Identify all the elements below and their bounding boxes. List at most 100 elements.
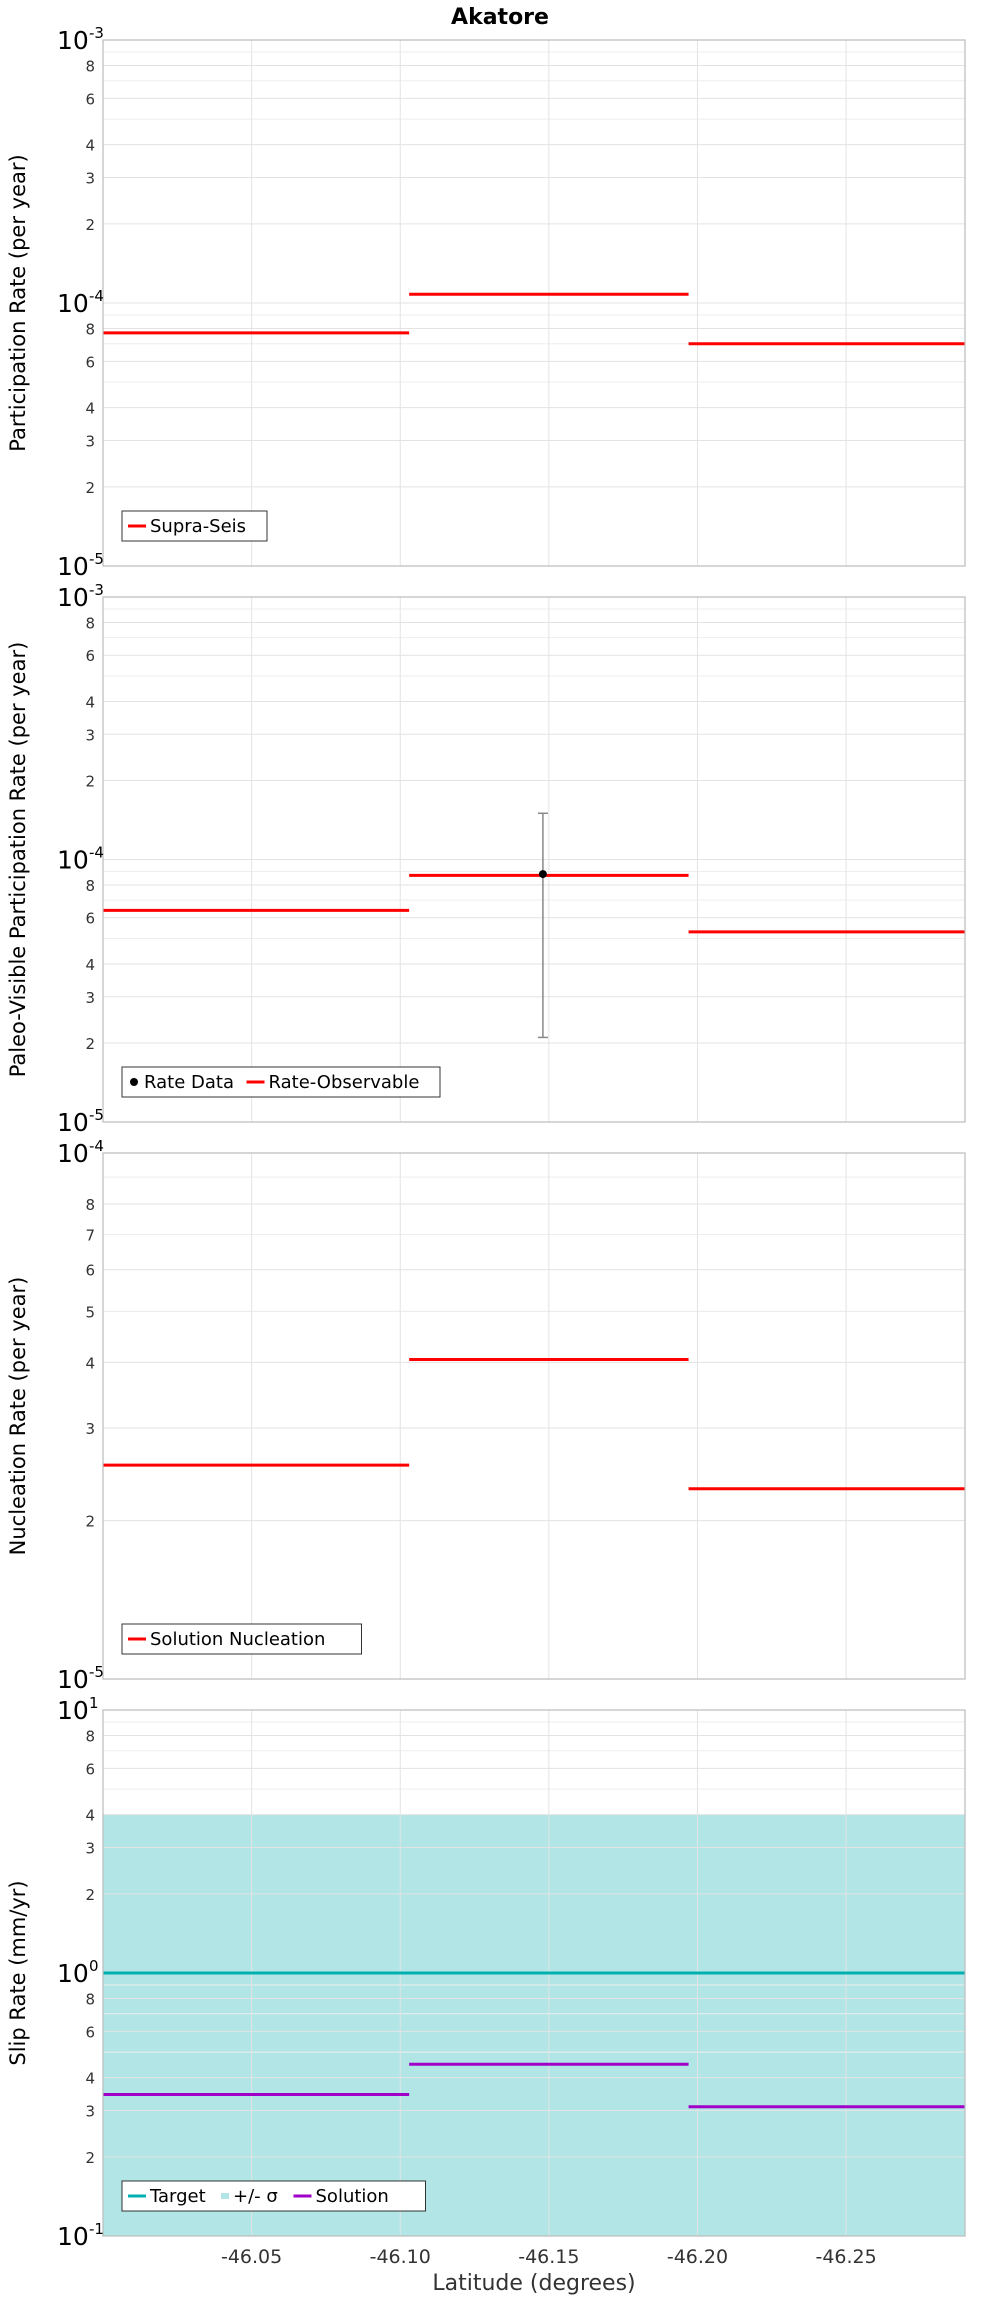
plot-frame — [102, 39, 966, 567]
y-tick-label: 8 — [85, 614, 95, 632]
legend: Solution Nucleation — [121, 1623, 362, 1655]
y-decade-label: 10 — [57, 1139, 89, 1168]
y-tick-label: 3 — [85, 433, 95, 451]
y-decade-exponent: -3 — [89, 24, 104, 42]
sigma-band — [103, 1814, 965, 2236]
y-decade-label: 10 — [57, 846, 89, 875]
y-decade-label: 10 — [57, 552, 89, 581]
legend-box — [121, 510, 268, 542]
y-decade-label: 10 — [57, 1665, 89, 1694]
y-decade-exponent: -5 — [89, 1663, 104, 1681]
y-decade-exponent: -4 — [89, 287, 104, 305]
y-tick-label: 4 — [85, 1807, 95, 1825]
y-decade-exponent: -5 — [89, 550, 104, 568]
y-decade-exponent: 1 — [89, 1694, 99, 1712]
y-tick-label: 2 — [85, 216, 95, 234]
x-axis: -46.05 -46.10 -46.15 -46.20 -46.25 — [221, 2246, 877, 2268]
chart-title: Akatore — [451, 5, 549, 30]
y-decade-exponent: -4 — [89, 1137, 104, 1155]
plot-area — [103, 1153, 965, 1679]
legend-box — [121, 1066, 441, 1098]
y-decade-exponent: 0 — [89, 1957, 99, 1975]
y-tick-label: 6 — [85, 2023, 95, 2041]
y-tick-label: 3 — [85, 1840, 95, 1858]
y-tick-label: 3 — [85, 2103, 95, 2121]
x-tick-label: -46.15 — [518, 2246, 579, 2268]
y-tick-label: 6 — [85, 1760, 95, 1778]
y-tick-label: 6 — [85, 353, 95, 371]
rate-data-point — [538, 870, 547, 879]
legend-box — [121, 2180, 426, 2212]
y-tick-label: 2 — [85, 479, 95, 497]
y-tick-label: 4 — [85, 956, 95, 974]
x-axis-label: Latitude (degrees) — [432, 2271, 635, 2296]
y-axis-label: Nucleation Rate (per year) — [6, 1277, 30, 1556]
y-tick-label: 3 — [85, 726, 95, 744]
y-tick-label: 4 — [85, 137, 95, 155]
y-tick-label: 4 — [85, 2070, 95, 2088]
x-tick-label: -46.05 — [221, 2246, 282, 2268]
y-tick-label: 3 — [85, 989, 95, 1007]
y-decade-label: 10 — [57, 583, 89, 612]
y-tick-label: 5 — [85, 1303, 95, 1321]
y-tick-label: 2 — [85, 1035, 95, 1053]
y-axis-label: Paleo-Visible Participation Rate (per ye… — [6, 642, 30, 1078]
plot-frame — [102, 1152, 966, 1680]
legend-label: Target — [149, 2186, 206, 2207]
y-tick-label: 6 — [85, 647, 95, 665]
y-tick-label: 2 — [85, 1886, 95, 1904]
y-tick-label: 8 — [85, 1727, 95, 1745]
legend-label: Supra-Seis — [150, 516, 246, 537]
y-tick-label: 8 — [85, 320, 95, 338]
y-decade-exponent: -3 — [89, 581, 104, 599]
legend: Rate Data Rate-Observable — [121, 1066, 441, 1098]
legend-swatch-band — [221, 2193, 229, 2199]
legend-box — [121, 1623, 362, 1655]
y-tick-label: 4 — [85, 693, 95, 711]
legend-label: +/- σ — [233, 2186, 278, 2207]
legend-label: Solution Nucleation — [150, 1629, 325, 1650]
y-tick-label: 8 — [85, 57, 95, 75]
y-tick-label: 6 — [85, 910, 95, 928]
y-tick-label: 2 — [85, 2149, 95, 2167]
y-tick-label: 6 — [85, 90, 95, 108]
legend: Supra-Seis — [121, 510, 268, 542]
legend-label: Solution — [316, 2186, 389, 2207]
x-tick-label: -46.20 — [667, 2246, 728, 2268]
legend-swatch-dot — [130, 1078, 138, 1086]
y-tick-label: 2 — [85, 1513, 95, 1531]
plot-frame — [102, 1709, 966, 2237]
legend: Target +/- σ Solution — [121, 2180, 426, 2212]
y-tick-label: 4 — [85, 400, 95, 418]
y-decade-label: 10 — [57, 289, 89, 318]
x-tick-label: -46.25 — [815, 2246, 876, 2268]
y-tick-label: 2 — [85, 772, 95, 790]
y-tick-label: 6 — [85, 1262, 95, 1280]
x-tick-label: -46.10 — [370, 2246, 431, 2268]
y-tick-label: 8 — [85, 877, 95, 895]
y-decade-label: 10 — [57, 2222, 89, 2251]
y-decade-label: 10 — [57, 26, 89, 55]
y-decade-exponent: -4 — [89, 844, 104, 862]
y-axis-label: Participation Rate (per year) — [6, 154, 30, 451]
y-tick-label: 4 — [85, 1354, 95, 1372]
y-tick-label: 8 — [85, 1990, 95, 2008]
y-decade-label: 10 — [57, 1696, 89, 1725]
plot-frame — [102, 596, 966, 1123]
y-axis-label: Slip Rate (mm/yr) — [6, 1880, 30, 2065]
y-tick-label: 3 — [85, 170, 95, 188]
y-tick-label: 3 — [85, 1420, 95, 1438]
legend-label: Rate Data — [144, 1072, 234, 1093]
y-decade-label: 10 — [57, 1108, 89, 1137]
y-tick-label: 7 — [85, 1226, 95, 1244]
legend-label: Rate-Observable — [269, 1072, 420, 1093]
y-decade-label: 10 — [57, 1959, 89, 1988]
y-decade-exponent: -5 — [89, 1106, 104, 1124]
y-tick-label: 8 — [85, 1196, 95, 1214]
